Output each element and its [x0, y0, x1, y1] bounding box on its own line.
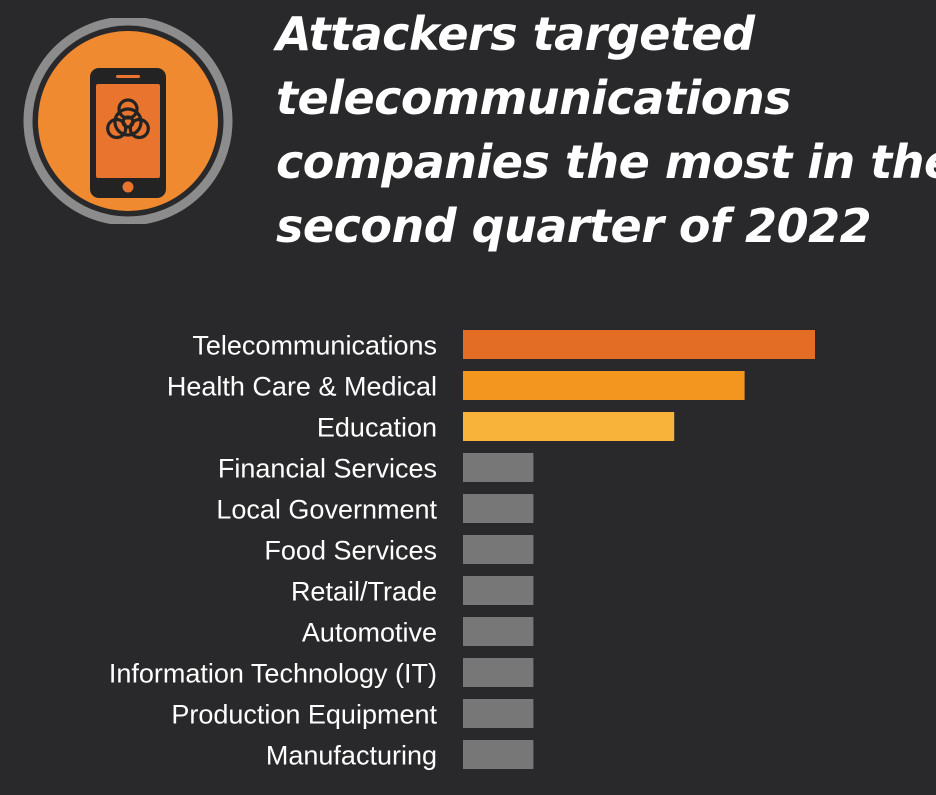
category-label: Manufacturing: [266, 741, 437, 771]
biohazard-icon: [106, 98, 150, 140]
category-label: Automotive: [302, 618, 437, 648]
category-label: Food Services: [264, 536, 437, 566]
title-line: Attackers targeted: [276, 7, 755, 61]
category-label: Financial Services: [218, 454, 437, 484]
page-title: Attackers targeted telecommunications co…: [276, 2, 936, 258]
category-label: Telecommunications: [192, 331, 437, 361]
title-line: second quarter of 2022: [276, 199, 872, 253]
title-line: telecommunications: [276, 71, 791, 125]
bar: [463, 535, 534, 564]
category-label: Education: [317, 413, 437, 443]
bar: [463, 412, 675, 441]
bar: [463, 658, 534, 687]
bar: [463, 371, 745, 400]
title-line: companies the most in the: [276, 135, 936, 189]
bar: [463, 330, 815, 359]
mobile-phone-biohazard-icon: [12, 16, 244, 226]
bar: [463, 617, 534, 646]
category-label: Health Care & Medical: [167, 372, 437, 402]
category-label: Information Technology (IT): [109, 659, 437, 689]
category-label: Retail/Trade: [291, 577, 437, 607]
bar: [463, 576, 534, 605]
bar: [463, 699, 534, 728]
category-label: Production Equipment: [171, 700, 437, 730]
bar: [463, 494, 534, 523]
category-label: Local Government: [216, 495, 437, 525]
bar: [463, 740, 534, 769]
bar: [463, 453, 534, 482]
